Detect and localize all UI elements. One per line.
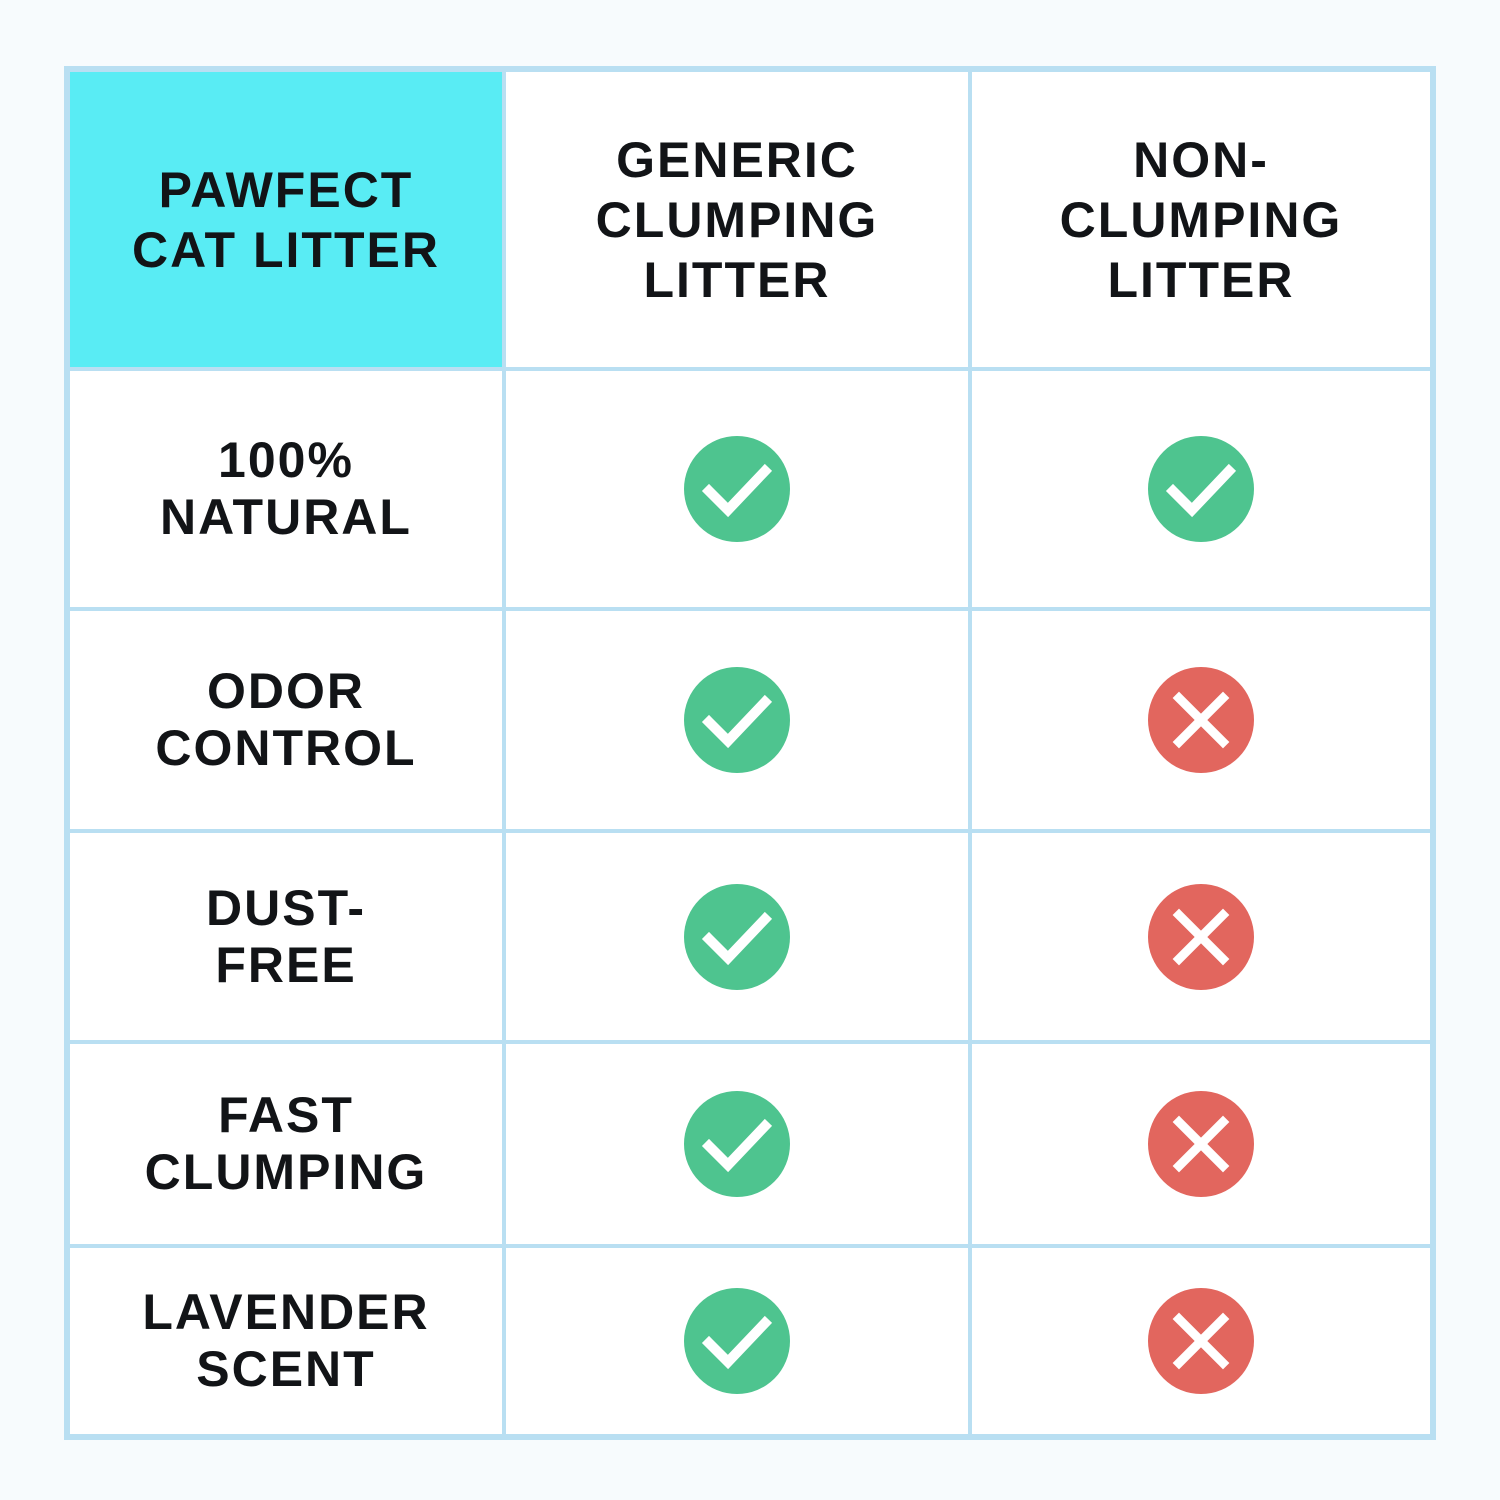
column-header: PAWFECT CAT LITTER [132,161,440,278]
comparison-cell [972,371,1430,607]
comparison-cell [506,1044,968,1244]
comparison-table: PAWFECT CAT LITTER GENERIC CLUMPING LITT… [64,66,1436,1440]
cross-icon [1147,1287,1255,1395]
check-icon [683,435,791,543]
comparison-cell [506,833,968,1040]
check-icon [683,666,791,774]
feature-label: ODOR CONTROL [155,663,417,776]
check-icon [1147,435,1255,543]
feature-row-label: 100% NATURAL [70,371,502,607]
comparison-cell [972,1248,1430,1434]
feature-label: FAST CLUMPING [144,1087,428,1200]
header-generic-clumping: GENERIC CLUMPING LITTER [506,72,968,367]
cross-icon [1147,1090,1255,1198]
comparison-cell [506,1248,968,1434]
comparison-cell [972,611,1430,829]
column-header: NON- CLUMPING LITTER [1059,131,1343,308]
header-non-clumping: NON- CLUMPING LITTER [972,72,1430,367]
feature-label: LAVENDER SCENT [142,1284,430,1397]
check-icon [683,1287,791,1395]
cross-icon [1147,666,1255,774]
feature-label: DUST- FREE [206,879,366,993]
feature-row-label: FAST CLUMPING [70,1044,502,1244]
check-icon [683,1090,791,1198]
header-pawfect: PAWFECT CAT LITTER [70,72,502,367]
check-icon [683,883,791,991]
comparison-cell [972,833,1430,1040]
column-header: GENERIC CLUMPING LITTER [595,131,879,308]
feature-row-label: ODOR CONTROL [70,611,502,829]
comparison-cell [972,1044,1430,1244]
comparison-cell [506,371,968,607]
feature-row-label: DUST- FREE [70,833,502,1040]
comparison-cell [506,611,968,829]
cross-icon [1147,883,1255,991]
feature-label: 100% NATURAL [160,432,412,545]
feature-row-label: LAVENDER SCENT [70,1248,502,1434]
